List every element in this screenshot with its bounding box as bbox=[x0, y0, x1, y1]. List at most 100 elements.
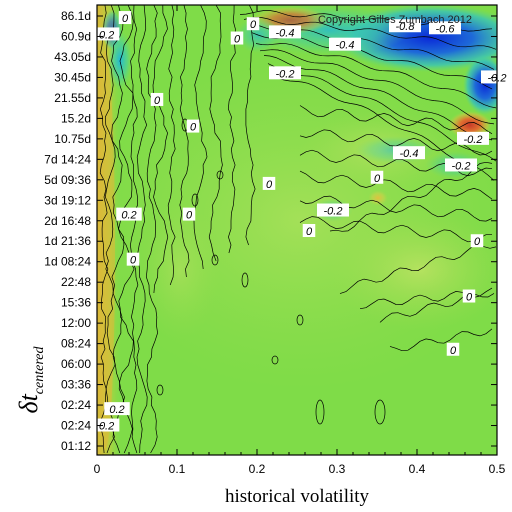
contour-line bbox=[243, 16, 497, 50]
contour-label-text: -0.2 bbox=[324, 206, 343, 218]
contour-label: 0 bbox=[446, 342, 460, 357]
contour-line bbox=[271, 355, 279, 365]
y-tick-label: 3d 19:12 bbox=[44, 193, 91, 207]
x-axis-title: historical volatility bbox=[225, 486, 370, 507]
y-tick-label: 02:24 bbox=[61, 398, 91, 412]
x-tick-label: 0.4 bbox=[409, 462, 426, 476]
y-axis-title-subscript: centered bbox=[32, 346, 47, 395]
y-tick-label: 7d 14:24 bbox=[44, 152, 91, 166]
contour-line bbox=[211, 254, 219, 266]
contour-label-text: 0 bbox=[466, 292, 473, 304]
contour-label: 0.2 bbox=[93, 27, 120, 41]
y-tick-label: 43.05d bbox=[54, 50, 91, 64]
contour-line bbox=[104, 5, 116, 454]
contour-label-box bbox=[393, 146, 425, 160]
contour-label-text: -0.2 bbox=[452, 160, 471, 172]
contour-line bbox=[136, 5, 148, 454]
contour-label-text: 0 bbox=[190, 122, 197, 134]
contour-label-text: -0.4 bbox=[400, 148, 419, 160]
contour-label-text: -0.6 bbox=[436, 23, 456, 35]
x-tick-label: 0.3 bbox=[329, 462, 346, 476]
y-axis-title-main: δt bbox=[14, 393, 43, 413]
contour-line bbox=[227, 5, 236, 254]
contour-label-box bbox=[446, 342, 460, 356]
contour-label-text: -0.2 bbox=[276, 68, 295, 80]
contour-label-box bbox=[182, 207, 196, 221]
contour-line bbox=[299, 216, 493, 243]
contour-line bbox=[193, 5, 208, 270]
contour-line bbox=[315, 399, 325, 425]
contour-label: 0 bbox=[246, 17, 260, 31]
x-tick-label: 0 bbox=[94, 462, 101, 476]
y-axis: 86.1d 60.9d 43.05d 30.45d 21.55d 15.2d 10.75d 7… bbox=[44, 9, 497, 453]
contour-label-box bbox=[317, 203, 349, 217]
y-tick-label: 12:00 bbox=[61, 316, 91, 330]
contour-line bbox=[296, 314, 304, 326]
contour-line bbox=[99, 5, 109, 454]
contour-label-box bbox=[93, 418, 120, 432]
y-tick-label: 86.1d bbox=[61, 9, 91, 23]
contour-label-box bbox=[93, 27, 120, 41]
contour-label: 0.2 bbox=[116, 207, 142, 222]
contour-label-box bbox=[246, 17, 260, 31]
contour-label-box bbox=[116, 207, 142, 221]
contour-label: 0 bbox=[470, 234, 484, 248]
contour-label-text: 0.2 bbox=[109, 404, 124, 416]
contour-label-text: -0.4 bbox=[276, 27, 295, 39]
contour-label-text: 0 bbox=[154, 95, 161, 107]
contour-label: -0.8 bbox=[389, 19, 421, 33]
contour-label-box bbox=[269, 25, 301, 39]
contour-line bbox=[374, 399, 386, 425]
contour-label-box bbox=[429, 21, 461, 35]
contour-line bbox=[216, 170, 224, 180]
y-axis-title: δtcentered bbox=[14, 346, 47, 414]
contour-line bbox=[145, 5, 158, 454]
contour-line bbox=[208, 5, 223, 262]
y-tick-label: 10.75d bbox=[54, 132, 91, 146]
contour-line bbox=[245, 5, 256, 246]
contour-label-box bbox=[329, 37, 361, 51]
contour-label-text: 0.2 bbox=[99, 29, 114, 41]
contour-label: -0.2 bbox=[457, 131, 489, 146]
plot-frame bbox=[96, 4, 498, 456]
contour-label: 0 bbox=[302, 224, 316, 238]
x-axis: 0 0.1 0.2 0.3 0.4 0.5 bbox=[94, 5, 506, 476]
contour-label-text: 0.2 bbox=[121, 210, 136, 222]
contour-label-box bbox=[150, 92, 164, 106]
contour-label-box bbox=[118, 11, 132, 25]
contour-line bbox=[241, 272, 249, 288]
contour-label-box bbox=[370, 170, 384, 184]
contour-line bbox=[191, 193, 199, 207]
y-tick-label: 30.45d bbox=[54, 70, 91, 84]
contour-label-text: -0.2 bbox=[464, 134, 483, 146]
y-tick-label: 22:48 bbox=[61, 275, 91, 289]
contour-label: -0.2 bbox=[269, 66, 301, 80]
contour-label-box bbox=[445, 158, 477, 172]
y-tick-label: 15.2d bbox=[61, 111, 91, 125]
y-tick-label: 02:24 bbox=[61, 419, 91, 433]
contour-label-text: 0 bbox=[450, 345, 457, 357]
contour-label: 0 bbox=[182, 207, 196, 222]
contour-label-text: 0 bbox=[374, 173, 381, 185]
contour-label: -0.2 bbox=[445, 158, 477, 172]
contour-label-box bbox=[470, 234, 484, 248]
contour-label: 0 bbox=[118, 11, 132, 25]
y-tick-label: 03:36 bbox=[61, 378, 91, 392]
contour-line bbox=[299, 170, 493, 200]
contour-label: -0.4 bbox=[269, 25, 301, 39]
contour-label-text: 0 bbox=[186, 210, 193, 222]
contour-label-text: 0 bbox=[306, 226, 313, 238]
contour-label-box bbox=[126, 252, 140, 266]
contour-line bbox=[389, 328, 493, 352]
contour-label: 0 bbox=[262, 176, 276, 191]
contour-line bbox=[156, 384, 164, 396]
contour-label-box bbox=[186, 119, 200, 133]
contour-label: 0 bbox=[126, 252, 140, 267]
y-tick-label: 06:00 bbox=[61, 357, 91, 371]
contour-line bbox=[255, 43, 497, 109]
contour-label-text: -0.8 bbox=[396, 21, 416, 33]
contour-label: 0 bbox=[230, 31, 244, 46]
contour-label: -0.2 bbox=[317, 203, 349, 218]
contour-label-text: 0 bbox=[234, 34, 241, 46]
